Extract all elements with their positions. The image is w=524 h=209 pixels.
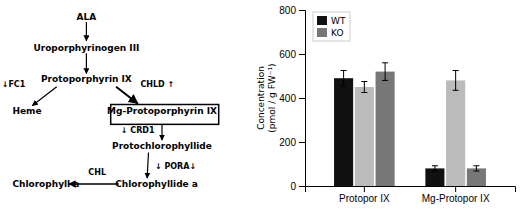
error-cap xyxy=(473,171,479,172)
tick-label: Protopor IX xyxy=(339,193,390,204)
tick-mark xyxy=(364,186,365,192)
error-cap xyxy=(382,80,388,81)
error-bar xyxy=(382,63,388,81)
error-cap xyxy=(361,92,367,93)
error-cap xyxy=(453,70,459,71)
error-bar xyxy=(453,71,459,91)
arrow xyxy=(86,22,87,41)
arrow xyxy=(161,125,162,140)
tick-mark xyxy=(299,10,305,11)
arrow xyxy=(147,153,148,178)
tick-label: 0 xyxy=(290,181,296,192)
error-bar xyxy=(432,166,438,171)
y-axis: 0 200 400 600 800 xyxy=(279,5,305,192)
legend-label: KO xyxy=(331,28,344,38)
error-line xyxy=(434,166,435,171)
error-cap xyxy=(432,171,438,172)
error-line xyxy=(476,166,477,171)
error-cap xyxy=(341,70,347,71)
bar-series xyxy=(376,63,486,186)
tick: 0 xyxy=(290,181,305,192)
legend-swatch xyxy=(317,28,327,37)
bar xyxy=(376,72,395,186)
tick: Mg-Protopor IX xyxy=(422,186,490,204)
error-bar xyxy=(473,166,479,171)
annotation: CHL xyxy=(88,168,106,177)
annotation: ALA xyxy=(77,12,97,22)
tick: 400 xyxy=(279,93,305,104)
annotation: CHLD ↑ xyxy=(140,80,174,89)
axis-line xyxy=(299,11,306,187)
error-cap xyxy=(361,81,367,82)
tick-mark xyxy=(299,54,305,55)
tick: 600 xyxy=(279,49,305,60)
error-line xyxy=(385,63,386,81)
error-bar xyxy=(361,82,367,93)
tick: 800 xyxy=(279,5,305,16)
error-line xyxy=(455,71,456,91)
axis-title-line: (pmol / g FW⁻¹) xyxy=(267,63,277,132)
arrow xyxy=(69,183,119,185)
tick-mark xyxy=(299,142,305,143)
tick-label: 200 xyxy=(279,137,296,148)
legend-box xyxy=(313,12,350,41)
axis-title-line: Concentration xyxy=(256,66,266,130)
diagram: ALA Uroporphyrinogen III Protoporphyrin IX… xyxy=(2,12,219,189)
annotation: Mg-Protoporphyrin IX xyxy=(107,106,217,116)
arrow xyxy=(32,87,56,106)
chart: ALA Uroporphyrinogen III Protoporphyrin IX… xyxy=(0,0,524,209)
x-axis: Protopor IX Mg-Protopor IX xyxy=(306,186,516,204)
annotation: Heme xyxy=(12,106,41,116)
tick-mark xyxy=(455,186,456,192)
tick-label: 400 xyxy=(279,93,296,104)
legend-item: WT xyxy=(317,16,346,26)
legend-label: WT xyxy=(331,16,346,26)
error-line xyxy=(364,82,365,93)
bar xyxy=(425,168,444,186)
axis-line xyxy=(306,187,516,193)
error-line xyxy=(343,71,344,86)
axis-title: Concentration(pmol / g FW⁻¹) xyxy=(256,63,277,132)
bar xyxy=(446,80,465,186)
error-cap xyxy=(432,165,438,166)
tick-mark xyxy=(299,186,305,187)
error-cap xyxy=(382,62,388,63)
annotation: ↓ CRD1 xyxy=(121,126,155,135)
annotation: Protochlorophyllide xyxy=(112,141,212,151)
tick-label: Mg-Protopor IX xyxy=(422,193,490,204)
annotation: ↓FC1 xyxy=(2,80,26,89)
annotation: ↓ PORA↓ xyxy=(155,162,196,171)
bar xyxy=(467,168,486,186)
arrow xyxy=(116,87,138,104)
error-cap xyxy=(341,85,347,86)
bar-series xyxy=(334,71,444,187)
bar xyxy=(355,87,374,186)
arrow xyxy=(86,53,87,73)
highlight-box xyxy=(111,105,219,125)
legend-swatch xyxy=(317,16,327,25)
plot-area xyxy=(334,63,486,186)
annotation: Chlorophyllide a xyxy=(115,179,198,189)
error-bar xyxy=(341,71,347,86)
bar xyxy=(334,78,353,186)
annotation: Uroporphyrinogen III xyxy=(33,43,139,53)
tick-label: 800 xyxy=(279,5,296,16)
annotation: Protoporphyrin IX xyxy=(41,74,132,84)
tick: 200 xyxy=(279,137,305,148)
tick-label: 600 xyxy=(279,49,296,60)
error-cap xyxy=(453,90,459,91)
tick: Protopor IX xyxy=(339,186,390,204)
error-cap xyxy=(473,165,479,166)
tick-mark xyxy=(299,98,305,99)
legend-item: KO xyxy=(317,28,344,38)
bar-series xyxy=(355,71,465,187)
legend: WT KO xyxy=(313,12,350,41)
